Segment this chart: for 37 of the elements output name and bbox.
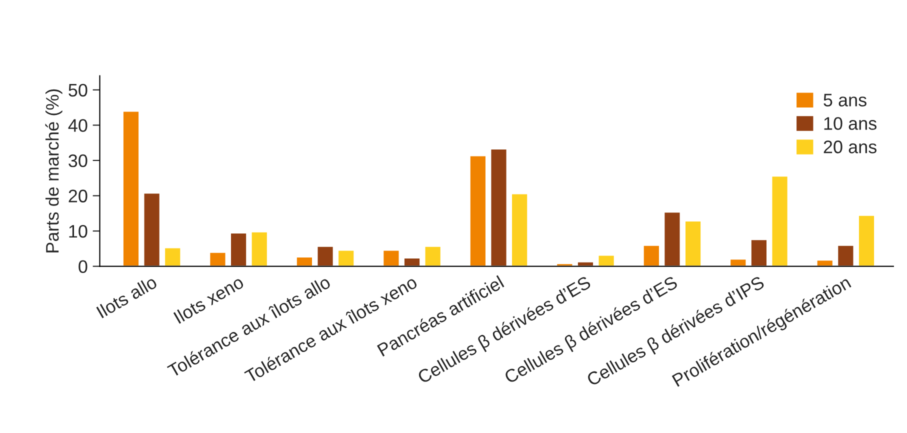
y-tick-label: 40 (68, 119, 88, 132)
legend-label: 5 ans (824, 94, 866, 106)
y-axis-title: Parts de marché (%) (45, 89, 62, 252)
x-tick-label: Ilots xeno (173, 275, 245, 324)
y-tick-label: 50 (68, 84, 88, 97)
y-tick-label: 20 (68, 190, 88, 202)
bar (122, 110, 140, 266)
bar (250, 231, 268, 266)
bar (750, 238, 768, 266)
bar (469, 154, 487, 266)
y-tick-label: 10 (69, 224, 88, 238)
bar (296, 256, 314, 266)
x-tick-label: Ilots allo (96, 275, 158, 318)
bar (208, 251, 227, 266)
bar (490, 148, 508, 266)
y-tick-label: 0 (78, 260, 88, 274)
bar (597, 254, 616, 266)
bar (142, 192, 161, 266)
y-tick-label: 30 (68, 154, 88, 168)
bar (510, 192, 528, 266)
bar (164, 246, 182, 266)
bar (684, 220, 702, 266)
legend-label: 10 ans (824, 117, 876, 130)
bar (382, 249, 400, 266)
legend-label: 20 ans (824, 140, 876, 154)
bar (316, 245, 334, 266)
bar (663, 211, 682, 266)
bar (642, 244, 660, 266)
bar (836, 244, 855, 266)
bar (770, 175, 789, 266)
bar (230, 232, 248, 266)
bar (729, 258, 748, 266)
bar (337, 249, 356, 266)
bar (816, 259, 834, 266)
bar (858, 214, 876, 266)
bar (424, 245, 442, 266)
bar (403, 257, 421, 266)
